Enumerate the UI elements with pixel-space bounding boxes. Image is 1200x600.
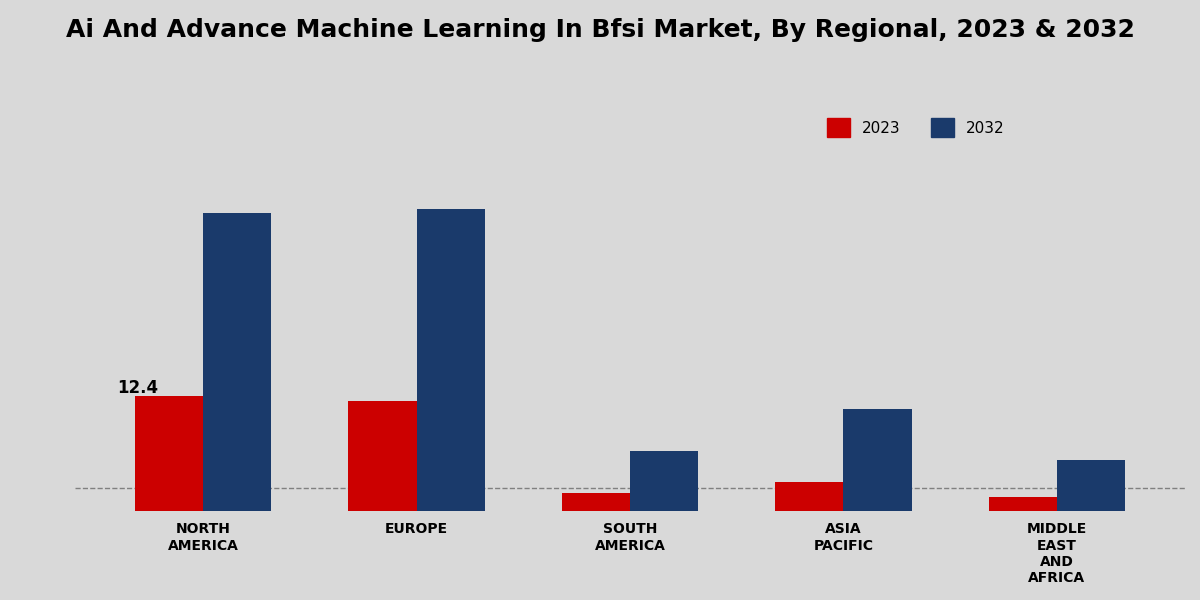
Bar	[416, 209, 485, 511]
Bar	[630, 451, 698, 511]
Bar	[203, 214, 271, 511]
Bar	[348, 401, 416, 511]
Bar	[562, 493, 630, 511]
Legend: 2023, 2032: 2023, 2032	[821, 112, 1010, 143]
Text: 12.4: 12.4	[118, 379, 158, 397]
Bar	[844, 409, 912, 511]
Text: Ai And Advance Machine Learning In Bfsi Market, By Regional, 2023 & 2032: Ai And Advance Machine Learning In Bfsi …	[66, 18, 1134, 42]
Bar	[775, 482, 844, 511]
Bar	[1057, 460, 1126, 511]
Bar	[989, 497, 1057, 511]
Bar	[134, 396, 203, 511]
